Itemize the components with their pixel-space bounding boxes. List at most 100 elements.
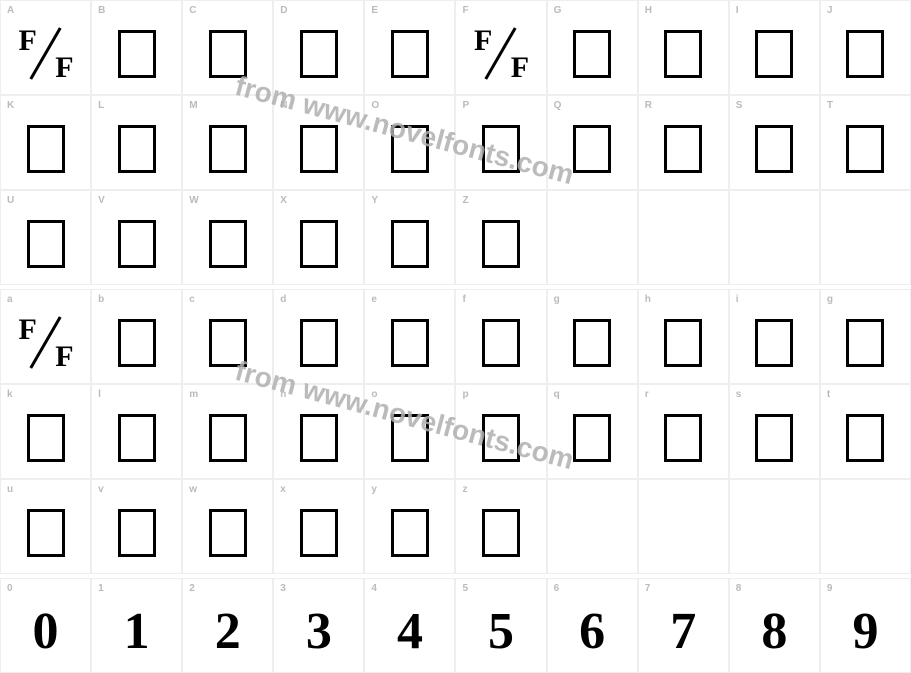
glyph-cell[interactable]: o bbox=[364, 384, 455, 479]
glyph-cell-label bbox=[548, 480, 637, 498]
glyph-cell-label bbox=[730, 191, 819, 209]
glyph-cell[interactable]: t bbox=[820, 384, 911, 479]
glyph-cell[interactable]: f bbox=[455, 289, 546, 384]
glyph-cell[interactable]: 00 bbox=[0, 578, 91, 673]
ff-fraction-glyph-icon: FF bbox=[18, 316, 74, 370]
glyph-cell[interactable]: V bbox=[91, 190, 182, 285]
glyph-cell-content bbox=[821, 114, 910, 189]
glyph-cell[interactable]: AFF bbox=[0, 0, 91, 95]
glyph-cell[interactable]: b bbox=[91, 289, 182, 384]
glyph-cell[interactable]: C bbox=[182, 0, 273, 95]
glyph-cell[interactable] bbox=[820, 190, 911, 285]
glyph-cell-content bbox=[1, 498, 90, 573]
missing-glyph-box-icon bbox=[118, 125, 156, 173]
glyph-cell[interactable]: M bbox=[182, 95, 273, 190]
glyph-cell[interactable]: y bbox=[364, 479, 455, 574]
missing-glyph-box-icon bbox=[391, 509, 429, 557]
glyph-cell[interactable]: 88 bbox=[729, 578, 820, 673]
glyph-cell[interactable]: L bbox=[91, 95, 182, 190]
glyph-cell-label: l bbox=[92, 385, 181, 403]
glyph-cell[interactable]: 77 bbox=[638, 578, 729, 673]
glyph-cell[interactable]: aFF bbox=[0, 289, 91, 384]
glyph-cell[interactable]: m bbox=[182, 384, 273, 479]
glyph-cell-label: L bbox=[92, 96, 181, 114]
glyph-cell[interactable]: g bbox=[547, 289, 638, 384]
missing-glyph-box-icon bbox=[573, 30, 611, 78]
glyph-cell[interactable] bbox=[820, 479, 911, 574]
glyph-cell-label: n bbox=[274, 385, 363, 403]
glyph-cell[interactable]: E bbox=[364, 0, 455, 95]
glyph-cell[interactable]: S bbox=[729, 95, 820, 190]
glyph-cell[interactable] bbox=[638, 479, 729, 574]
glyph-cell[interactable]: 33 bbox=[273, 578, 364, 673]
glyph-cell[interactable]: K bbox=[0, 95, 91, 190]
glyph-cell[interactable]: 22 bbox=[182, 578, 273, 673]
glyph-cell-label: k bbox=[1, 385, 90, 403]
glyph-cell[interactable]: Y bbox=[364, 190, 455, 285]
glyph-cell-content bbox=[183, 403, 272, 478]
glyph-cell-label: F bbox=[456, 1, 545, 19]
glyph-cell-label: U bbox=[1, 191, 90, 209]
glyph-cell[interactable]: v bbox=[91, 479, 182, 574]
ff-upper-f: F bbox=[474, 24, 492, 58]
glyph-cell[interactable]: e bbox=[364, 289, 455, 384]
glyph-cell[interactable]: J bbox=[820, 0, 911, 95]
glyph-cell-content bbox=[548, 209, 637, 284]
glyph-cell[interactable]: 66 bbox=[547, 578, 638, 673]
glyph-cell[interactable]: s bbox=[729, 384, 820, 479]
glyph-cell[interactable]: N bbox=[273, 95, 364, 190]
glyph-cell[interactable]: z bbox=[455, 479, 546, 574]
glyph-cell[interactable] bbox=[729, 479, 820, 574]
glyph-cell[interactable]: W bbox=[182, 190, 273, 285]
glyph-cell-label: g bbox=[821, 290, 910, 308]
glyph-cell[interactable]: R bbox=[638, 95, 729, 190]
glyph-cell[interactable]: 44 bbox=[364, 578, 455, 673]
glyph-cell[interactable]: q bbox=[547, 384, 638, 479]
glyph-cell[interactable]: H bbox=[638, 0, 729, 95]
glyph-cell[interactable]: 11 bbox=[91, 578, 182, 673]
glyph-cell[interactable]: X bbox=[273, 190, 364, 285]
glyph-cell[interactable]: 55 bbox=[455, 578, 546, 673]
glyph-cell[interactable]: G bbox=[547, 0, 638, 95]
glyph-cell[interactable]: O bbox=[364, 95, 455, 190]
glyph-cell[interactable] bbox=[547, 479, 638, 574]
glyph-cell[interactable]: d bbox=[273, 289, 364, 384]
glyph-cell[interactable]: FFF bbox=[455, 0, 546, 95]
glyph-cell-content: 4 bbox=[365, 597, 454, 672]
missing-glyph-box-icon bbox=[300, 509, 338, 557]
glyph-cell[interactable]: n bbox=[273, 384, 364, 479]
glyph-cell-content: FF bbox=[456, 19, 545, 94]
glyph-cell[interactable]: 99 bbox=[820, 578, 911, 673]
glyph-cell[interactable]: x bbox=[273, 479, 364, 574]
missing-glyph-box-icon bbox=[391, 30, 429, 78]
glyph-cell[interactable]: l bbox=[91, 384, 182, 479]
glyph-cell[interactable]: B bbox=[91, 0, 182, 95]
glyph-cell[interactable]: p bbox=[455, 384, 546, 479]
missing-glyph-box-icon bbox=[27, 220, 65, 268]
glyph-cell[interactable]: U bbox=[0, 190, 91, 285]
glyph-cell[interactable]: g bbox=[820, 289, 911, 384]
glyph-cell-label: 4 bbox=[365, 579, 454, 597]
glyph-cell[interactable]: T bbox=[820, 95, 911, 190]
glyph-cell[interactable]: r bbox=[638, 384, 729, 479]
glyph-cell[interactable]: h bbox=[638, 289, 729, 384]
glyph-cell[interactable]: u bbox=[0, 479, 91, 574]
missing-glyph-box-icon bbox=[573, 319, 611, 367]
glyph-cell-content: 1 bbox=[92, 597, 181, 672]
glyph-cell[interactable]: D bbox=[273, 0, 364, 95]
glyph-cell[interactable]: c bbox=[182, 289, 273, 384]
glyph-cell[interactable]: i bbox=[729, 289, 820, 384]
glyph-cell-content bbox=[1, 209, 90, 284]
glyph-cell[interactable]: Z bbox=[455, 190, 546, 285]
glyph-cell[interactable]: P bbox=[455, 95, 546, 190]
glyph-cell[interactable] bbox=[547, 190, 638, 285]
glyph-cell[interactable]: I bbox=[729, 0, 820, 95]
glyph-cell[interactable]: w bbox=[182, 479, 273, 574]
glyph-cell[interactable] bbox=[638, 190, 729, 285]
glyph-cell-label: c bbox=[183, 290, 272, 308]
glyph-cell[interactable]: k bbox=[0, 384, 91, 479]
glyph-cell-content: 2 bbox=[183, 597, 272, 672]
glyph-cell[interactable]: Q bbox=[547, 95, 638, 190]
missing-glyph-box-icon bbox=[573, 414, 611, 462]
glyph-cell[interactable] bbox=[729, 190, 820, 285]
